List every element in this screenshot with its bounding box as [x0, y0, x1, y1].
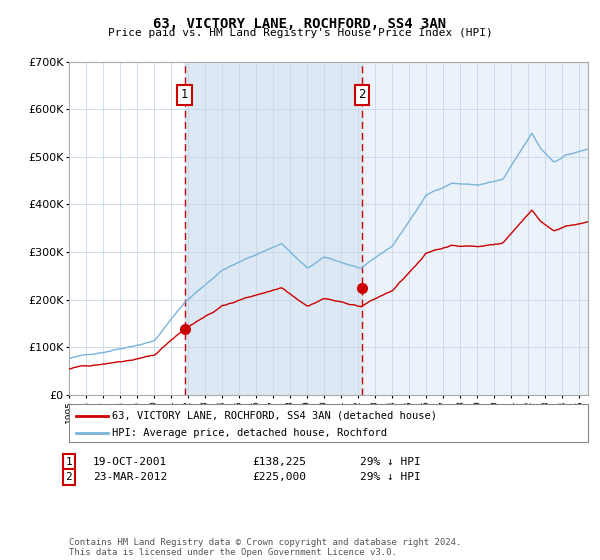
- Bar: [362, 62, 588, 395]
- Text: Contains HM Land Registry data © Crown copyright and database right 2024.
This d: Contains HM Land Registry data © Crown c…: [69, 538, 461, 557]
- Text: 29% ↓ HPI: 29% ↓ HPI: [360, 457, 421, 467]
- Text: 19-OCT-2001: 19-OCT-2001: [93, 457, 167, 467]
- Text: 1: 1: [181, 88, 188, 101]
- Text: HPI: Average price, detached house, Rochford: HPI: Average price, detached house, Roch…: [112, 428, 387, 438]
- Text: 23-MAR-2012: 23-MAR-2012: [93, 472, 167, 482]
- Text: 2: 2: [358, 88, 366, 101]
- Text: 63, VICTORY LANE, ROCHFORD, SS4 3AN (detached house): 63, VICTORY LANE, ROCHFORD, SS4 3AN (det…: [112, 410, 437, 421]
- Text: 63, VICTORY LANE, ROCHFORD, SS4 3AN: 63, VICTORY LANE, ROCHFORD, SS4 3AN: [154, 17, 446, 31]
- Text: 29% ↓ HPI: 29% ↓ HPI: [360, 472, 421, 482]
- Text: £138,225: £138,225: [252, 457, 306, 467]
- Text: 1: 1: [65, 457, 73, 467]
- Text: 2: 2: [65, 472, 73, 482]
- Text: £225,000: £225,000: [252, 472, 306, 482]
- Text: Price paid vs. HM Land Registry's House Price Index (HPI): Price paid vs. HM Land Registry's House …: [107, 28, 493, 38]
- Bar: [185, 62, 362, 395]
